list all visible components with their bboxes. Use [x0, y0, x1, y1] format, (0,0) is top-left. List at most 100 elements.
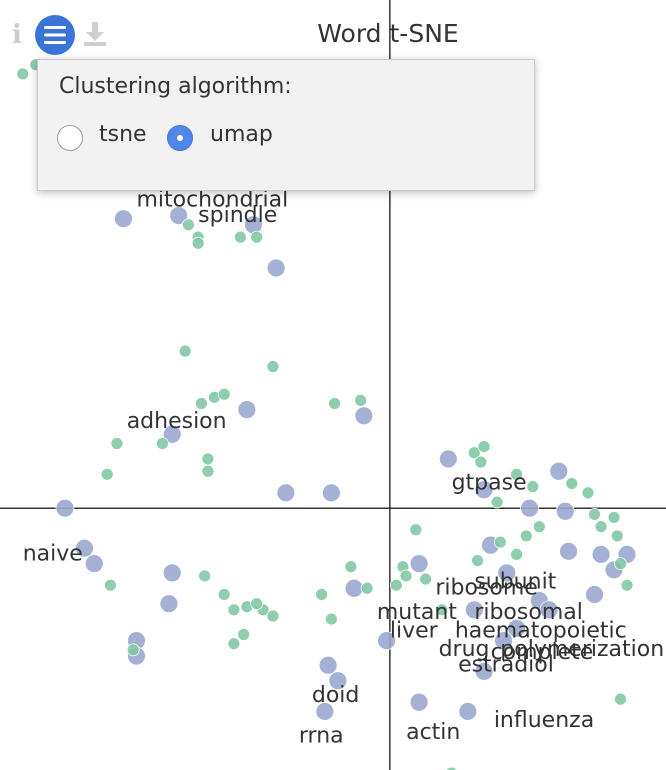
data-point[interactable] — [266, 360, 280, 373]
data-point[interactable] — [266, 609, 280, 623]
data-point[interactable] — [16, 67, 30, 81]
data-point[interactable] — [156, 437, 169, 450]
radio-label-tsne[interactable]: tsne — [99, 122, 147, 147]
data-point[interactable] — [159, 594, 179, 614]
data-point[interactable] — [354, 406, 374, 426]
data-point[interactable] — [539, 600, 559, 620]
data-point[interactable] — [237, 400, 257, 420]
data-point[interactable] — [409, 692, 429, 712]
data-point[interactable] — [195, 397, 208, 410]
data-point[interactable] — [467, 446, 481, 460]
hamburger-menu-icon[interactable] — [35, 15, 75, 55]
data-point[interactable] — [581, 486, 595, 500]
data-point[interactable] — [250, 230, 264, 244]
data-point[interactable] — [110, 437, 124, 450]
data-point[interactable] — [490, 495, 504, 509]
data-point[interactable] — [318, 655, 338, 675]
info-icon[interactable]: i — [6, 20, 28, 50]
data-point[interactable] — [315, 588, 329, 601]
data-point[interactable] — [201, 464, 215, 478]
data-point[interactable] — [328, 397, 342, 410]
data-point[interactable] — [585, 585, 604, 604]
data-point[interactable] — [377, 631, 397, 651]
data-point[interactable] — [614, 692, 627, 706]
data-point[interactable] — [607, 511, 621, 524]
data-point[interactable] — [227, 637, 241, 651]
data-point[interactable] — [555, 501, 575, 521]
data-point[interactable] — [520, 498, 539, 518]
data-point[interactable] — [234, 230, 247, 244]
download-icon[interactable] — [80, 18, 110, 50]
data-point[interactable] — [445, 766, 458, 770]
data-point[interactable] — [114, 209, 133, 229]
data-point[interactable] — [315, 702, 335, 721]
data-point[interactable] — [169, 206, 189, 226]
data-point[interactable] — [126, 643, 140, 657]
data-point[interactable] — [84, 554, 104, 574]
data-point[interactable] — [493, 535, 507, 549]
data-point[interactable] — [409, 554, 429, 574]
data-point[interactable] — [104, 578, 117, 592]
data-point[interactable] — [344, 578, 364, 598]
data-point[interactable] — [477, 440, 491, 454]
data-point[interactable] — [399, 569, 413, 583]
data-point[interactable] — [614, 557, 627, 571]
data-point[interactable] — [610, 529, 624, 543]
data-point[interactable] — [354, 393, 368, 407]
data-point[interactable] — [389, 578, 403, 592]
data-point[interactable] — [464, 600, 484, 620]
data-point[interactable] — [507, 618, 526, 638]
data-point[interactable] — [162, 424, 182, 444]
data-point[interactable] — [182, 218, 195, 232]
data-point[interactable] — [217, 387, 231, 401]
data-point[interactable] — [321, 483, 341, 503]
data-point[interactable] — [276, 483, 296, 503]
data-point[interactable] — [591, 545, 611, 564]
data-point[interactable] — [474, 455, 488, 469]
data-point[interactable] — [328, 671, 348, 691]
data-point[interactable] — [100, 467, 114, 481]
data-point[interactable] — [497, 563, 517, 583]
data-point[interactable] — [594, 520, 608, 534]
data-point[interactable] — [201, 452, 215, 466]
data-point[interactable] — [162, 563, 182, 583]
data-point[interactable] — [217, 588, 231, 601]
data-point[interactable] — [532, 520, 546, 534]
data-point[interactable] — [435, 603, 449, 617]
data-point[interactable] — [266, 258, 286, 278]
data-point[interactable] — [409, 523, 423, 537]
data-point[interactable] — [494, 631, 513, 651]
data-point[interactable] — [360, 581, 374, 595]
word-label: rrna — [299, 723, 344, 748]
data-point[interactable] — [324, 612, 338, 626]
data-point[interactable] — [227, 603, 241, 617]
data-point[interactable] — [510, 548, 523, 561]
data-point[interactable] — [419, 572, 432, 586]
data-point[interactable] — [178, 344, 192, 358]
data-point[interactable] — [344, 560, 358, 574]
data-point[interactable] — [588, 507, 601, 521]
data-point[interactable] — [549, 461, 569, 481]
data-point[interactable] — [438, 449, 458, 469]
data-point[interactable] — [458, 702, 478, 721]
data-point[interactable] — [510, 467, 523, 481]
data-point[interactable] — [55, 498, 75, 518]
data-point[interactable] — [198, 569, 212, 583]
data-point[interactable] — [559, 541, 578, 561]
data-point[interactable] — [526, 480, 540, 494]
data-point[interactable] — [519, 529, 533, 543]
radio-tsne[interactable] — [57, 125, 83, 151]
data-point[interactable] — [75, 538, 94, 558]
data-point[interactable] — [565, 477, 579, 490]
data-point[interactable] — [471, 554, 484, 567]
data-point[interactable] — [237, 628, 251, 641]
radio-label-umap[interactable]: umap — [210, 122, 273, 147]
data-point[interactable] — [474, 480, 494, 500]
data-point[interactable] — [474, 662, 494, 681]
data-point[interactable] — [250, 597, 264, 611]
data-point[interactable] — [620, 578, 634, 592]
data-point[interactable] — [191, 236, 205, 250]
radio-umap[interactable] — [167, 125, 193, 151]
